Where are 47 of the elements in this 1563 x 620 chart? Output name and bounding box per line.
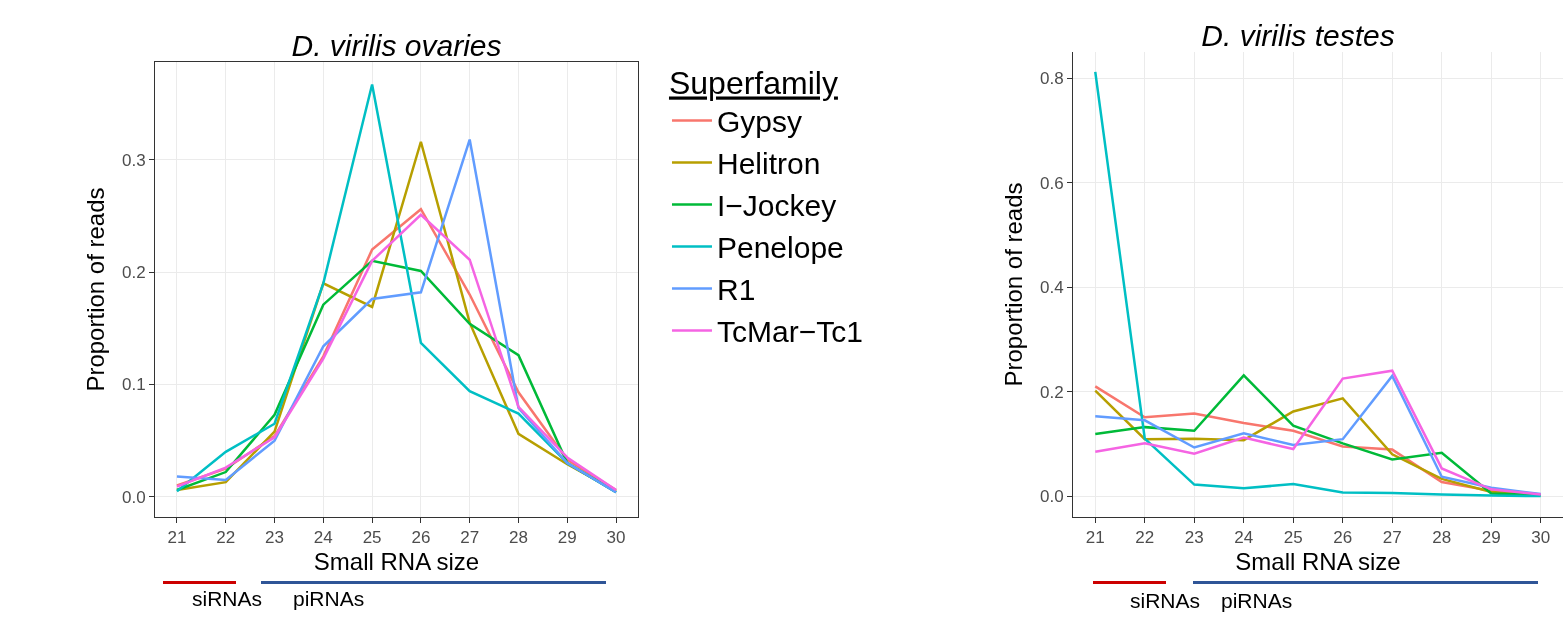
legend-label: TcMar−Tc1 [716,315,863,349]
y-tick-label: 0.0 [121,487,146,507]
legend-label: Gypsy [716,105,803,139]
x-tick-label: 30 [1531,528,1551,548]
line-series [1094,70,1542,498]
text: piRNAs [1221,589,1293,612]
y-tick-label: 0.6 [1039,173,1064,193]
legend-label: I−Jockey [716,189,837,223]
chart-title: D. virilis ovaries [291,28,502,62]
x-tick-label: 26 [411,528,431,548]
x-tick-label: 24 [1234,528,1254,548]
y-axis-title: Proportion of reads [1000,182,1028,387]
x-axis-title: Small RNA size [1235,547,1401,575]
x-tick-label: 22 [216,528,236,548]
chart-title: D. virilis testes [1201,18,1395,52]
x-tick-label: 25 [1283,528,1303,548]
y-tick-label: 0.1 [121,375,146,395]
x-tick-label: 27 [1382,528,1402,548]
x-tick-label: 21 [1085,528,1105,548]
x-tick-label: 22 [1135,528,1155,548]
legend-label: R1 [716,273,756,307]
text: siRNAs [192,587,263,610]
x-tick-label: 23 [265,528,284,548]
x-tick-label: 30 [606,528,626,548]
x-tick-label: 23 [1184,528,1204,548]
x-axis-title: Small RNA size [313,547,480,575]
x-tick-label: 29 [557,528,577,548]
legend-label: Helitron [716,147,821,181]
y-axis-title: Proportion of reads [82,187,110,392]
legend-title: Superfamily [668,65,838,102]
x-tick-label: 29 [1481,528,1501,548]
text: piRNAs [293,587,365,610]
x-tick-label: 24 [313,528,333,548]
x-tick-label: 21 [167,528,187,548]
y-tick-label: 0.2 [1039,382,1064,402]
x-tick-label: 25 [362,528,382,548]
x-tick-label: 28 [509,528,528,548]
legend-label: Penelope [716,231,844,265]
y-tick-label: 0.4 [1039,278,1064,298]
y-tick-label: 0.0 [1039,487,1064,507]
text: siRNAs [1130,589,1201,612]
x-tick-label: 27 [460,528,480,548]
x-tick-label: 28 [1432,528,1452,548]
y-tick-label: 0.8 [1039,69,1064,89]
x-tick-label: 26 [1333,528,1353,548]
y-tick-label: 0.3 [121,150,146,170]
y-tick-label: 0.2 [121,263,146,283]
